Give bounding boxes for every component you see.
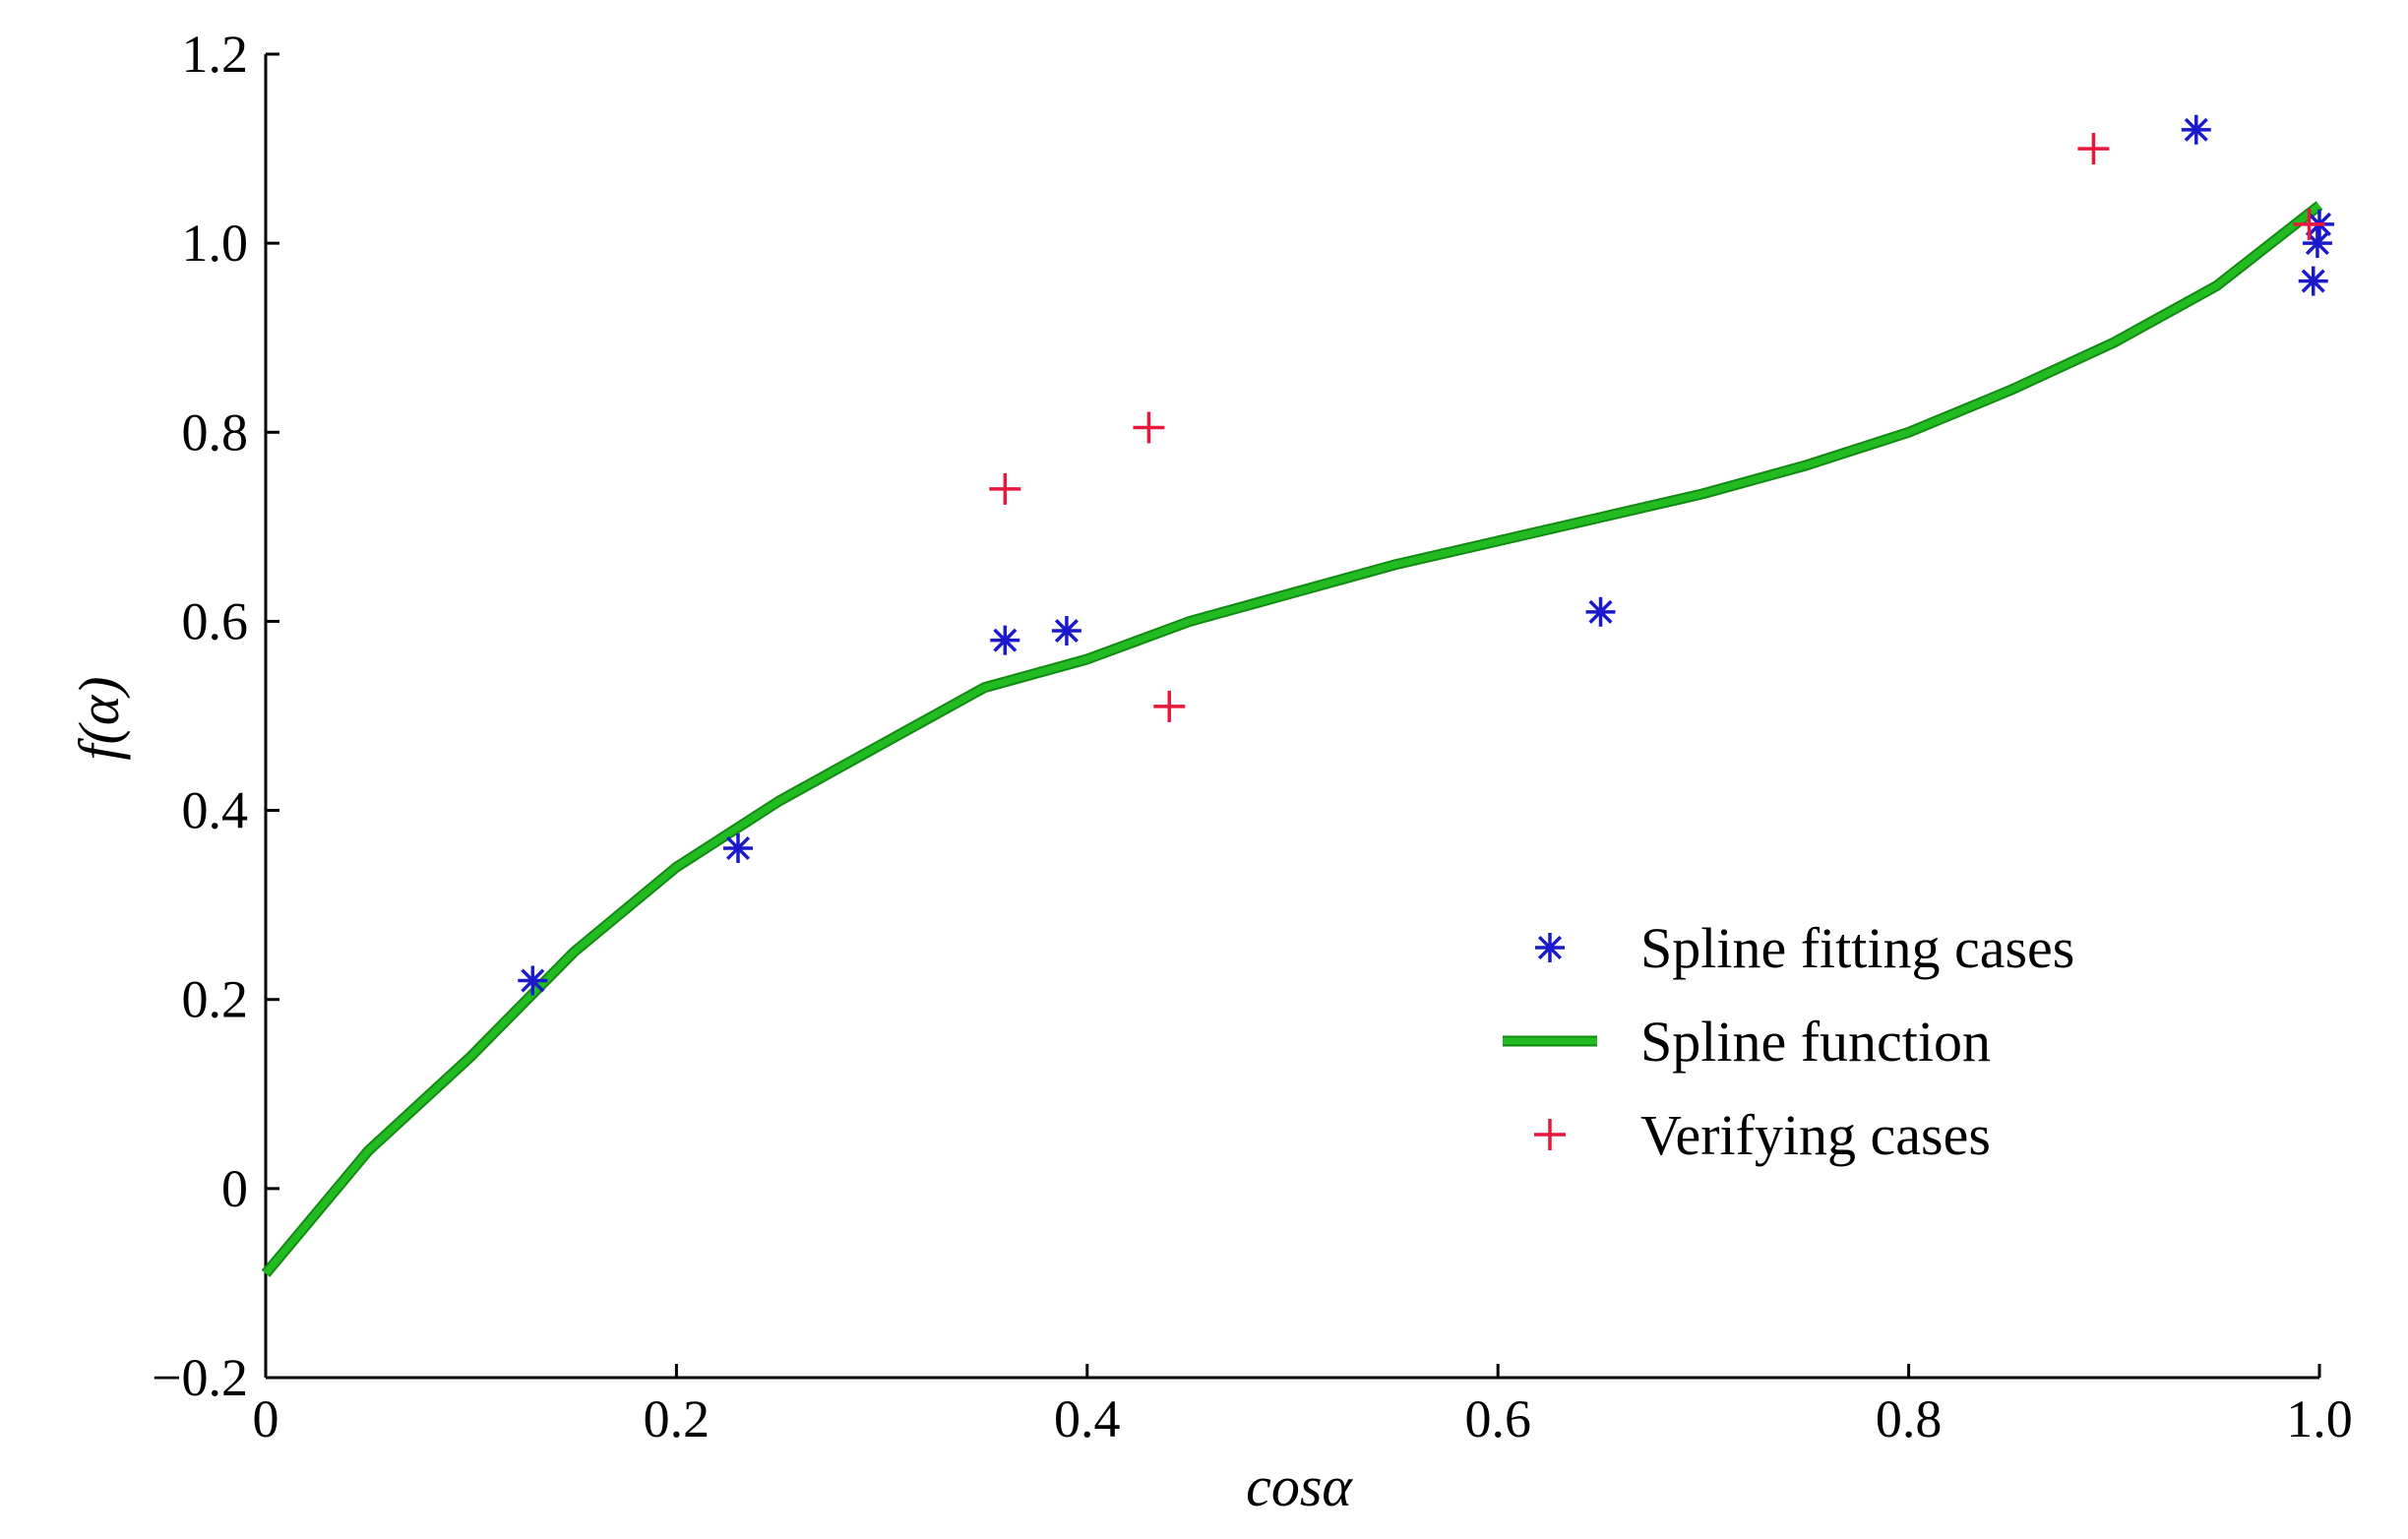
legend-asterisk-marker xyxy=(1535,933,1565,962)
verifying-point xyxy=(989,472,1021,505)
asterisk-stroke xyxy=(725,835,751,861)
x-tick-label: 0.4 xyxy=(1054,1389,1121,1448)
y-tick-label: 0.2 xyxy=(182,970,249,1029)
x-tick-label: 1.0 xyxy=(2286,1389,2353,1448)
spline-fitting-point xyxy=(2181,114,2211,145)
legend-label: Spline fitting cases xyxy=(1640,916,2074,980)
legend-plus-marker xyxy=(1534,1119,1566,1150)
spline-fitting-point xyxy=(2298,266,2328,296)
asterisk-stroke xyxy=(1054,618,1079,644)
y-tick-label: 0.8 xyxy=(182,402,249,462)
y-axis-title: f(α) xyxy=(67,676,131,760)
asterisk-stroke xyxy=(2184,117,2208,142)
asterisk-stroke xyxy=(993,628,1018,652)
verifying-point xyxy=(1133,411,1165,444)
x-tick-label: 0.6 xyxy=(1464,1389,1531,1448)
spline-fitting-point xyxy=(990,625,1020,655)
axes: 0 0.2 0.4 0.6 0.8 1.0−0.200.20.40.60.81.01.2 xyxy=(152,25,2353,1448)
spline-fitting-point xyxy=(723,833,754,863)
series-layer xyxy=(261,114,2334,1277)
x-tick-label: 0.8 xyxy=(1876,1389,1943,1448)
legend-label: Spline function xyxy=(1640,1010,1991,1074)
y-tick-label: 0.6 xyxy=(182,591,249,650)
verifying-point xyxy=(1153,690,1186,722)
legend: Spline fitting cases Spline function Verif… xyxy=(1503,916,2074,1167)
legend-label: Verifying cases xyxy=(1640,1103,1991,1167)
spline-function-line-outline xyxy=(261,201,2323,1277)
spline-fitting-point xyxy=(1051,616,1081,646)
x-tick-label: 0.2 xyxy=(644,1389,710,1448)
asterisk-stroke xyxy=(1537,935,1563,960)
verifying-point xyxy=(2077,133,2110,165)
asterisk-stroke xyxy=(2301,269,2325,293)
verifying-point xyxy=(2293,208,2325,240)
y-tick-label: 0 xyxy=(221,1159,248,1218)
asterisk-stroke xyxy=(1588,599,1613,624)
y-tick-label: −0.2 xyxy=(152,1348,248,1407)
spline-fitting-point xyxy=(1585,596,1616,627)
y-tick-label: 0.4 xyxy=(182,781,249,840)
spline-fitting-point xyxy=(2302,228,2332,259)
asterisk-stroke xyxy=(2305,231,2329,256)
spline-function-line xyxy=(263,202,2322,1276)
y-tick-label: 1.0 xyxy=(182,214,249,273)
x-tick-label: 0 xyxy=(253,1389,279,1448)
asterisk-stroke xyxy=(521,968,545,993)
x-axis-title: cosα xyxy=(1246,1454,1353,1518)
y-tick-label: 1.2 xyxy=(182,25,249,84)
spline-fitting-point xyxy=(518,965,548,996)
